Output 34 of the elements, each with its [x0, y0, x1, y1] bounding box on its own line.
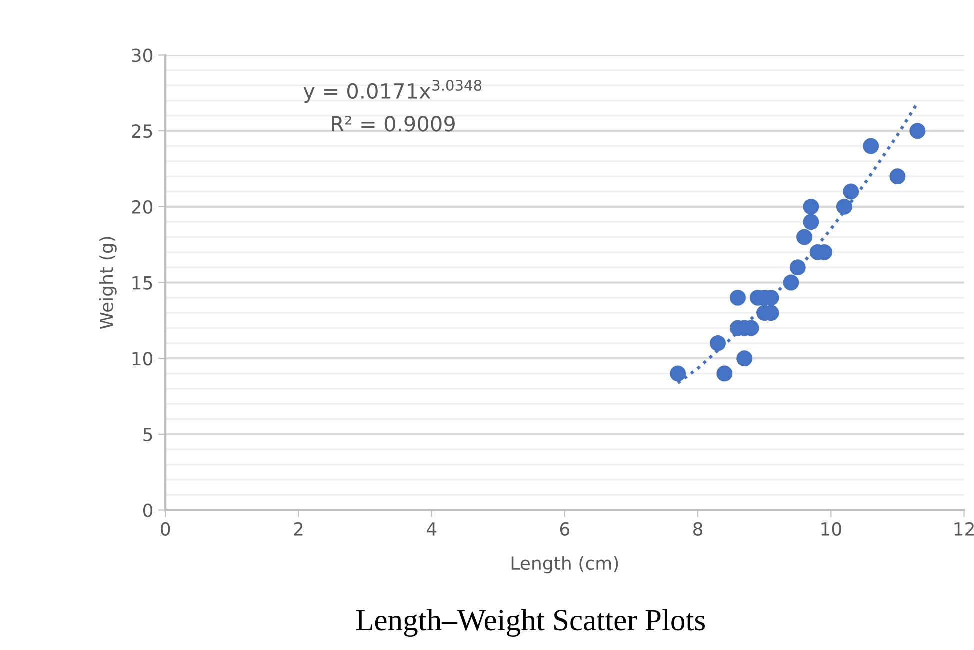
y-tick-label: 5: [144, 428, 152, 442]
x-tick-label: 10: [822, 522, 842, 536]
y-tick-label: 25: [132, 124, 152, 138]
x-tick-label: 2: [294, 522, 303, 536]
text: Length–Weight Scatter Plots: [356, 609, 706, 637]
annotation: R² = 0.9009: [332, 116, 455, 132]
point: [910, 123, 926, 140]
y-tick-label: 10: [132, 352, 153, 366]
x-tick-label: 8: [694, 522, 703, 536]
x-tick-label: 4: [426, 522, 437, 536]
point: [783, 274, 800, 291]
y-tick-label: 15: [132, 276, 152, 290]
point: [836, 198, 852, 215]
point: [843, 184, 860, 200]
point: [796, 229, 812, 246]
point: [790, 260, 806, 276]
y-tick-label: 30: [132, 48, 153, 62]
x-axis-title: Length (cm): [512, 556, 618, 574]
x-tick-label: 0: [161, 522, 170, 536]
point: [670, 366, 686, 382]
annotation: y = 0.0171x$^{3.0348}$: [304, 80, 482, 104]
point: [730, 290, 746, 306]
y-axis-title: Weight (g): [99, 237, 117, 330]
point: [736, 350, 753, 367]
y-tick-label: 20: [132, 200, 153, 214]
x-tick-label: 12: [954, 522, 974, 536]
x-tick-label: 6: [560, 522, 570, 536]
point: [710, 335, 726, 352]
point: [863, 138, 880, 154]
point: [716, 366, 733, 382]
point: [803, 214, 820, 230]
y-tick-label: 0: [143, 504, 153, 518]
point: [890, 168, 906, 185]
point: [803, 198, 820, 215]
